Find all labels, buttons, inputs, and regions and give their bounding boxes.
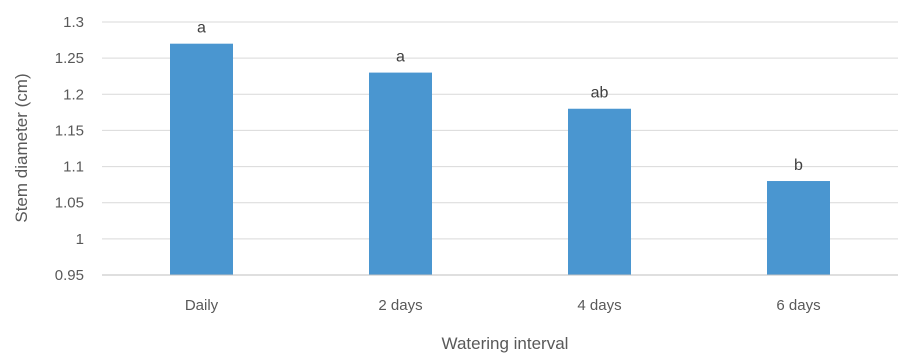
y-tick-label: 0.95 [55, 267, 84, 284]
x-tick-label: 2 days [378, 297, 422, 314]
bar-data-label: b [794, 157, 803, 174]
bars [170, 43, 830, 275]
y-tick-label: 1.15 [55, 122, 84, 139]
y-tick-label: 1.3 [63, 14, 84, 31]
bar [369, 72, 432, 275]
x-tick-label: Daily [185, 297, 219, 314]
x-axis-ticks: Daily 2 days 4 days 6 days [185, 297, 821, 314]
y-tick-label: 1.2 [63, 86, 84, 103]
y-tick-label: 1 [76, 231, 84, 248]
bar [568, 108, 631, 275]
y-tick-label: 1.05 [55, 195, 84, 212]
bar-data-label: a [197, 20, 206, 37]
y-axis-title: Stem diameter (cm) [12, 73, 31, 222]
bar-data-label: a [396, 49, 405, 66]
y-tick-label: 1.25 [55, 50, 84, 67]
x-tick-label: 4 days [577, 297, 621, 314]
bar [767, 181, 830, 275]
y-axis-ticks: 0.95 1 1.05 1.1 1.15 1.2 1.25 1.3 [55, 14, 84, 284]
bar-data-label: ab [591, 85, 609, 102]
x-tick-label: 6 days [776, 297, 820, 314]
data-labels: a a ab b [197, 20, 803, 174]
bar [170, 43, 233, 275]
x-axis-title: Watering interval [442, 334, 569, 353]
gridlines [102, 21, 898, 240]
y-tick-label: 1.1 [63, 159, 84, 176]
